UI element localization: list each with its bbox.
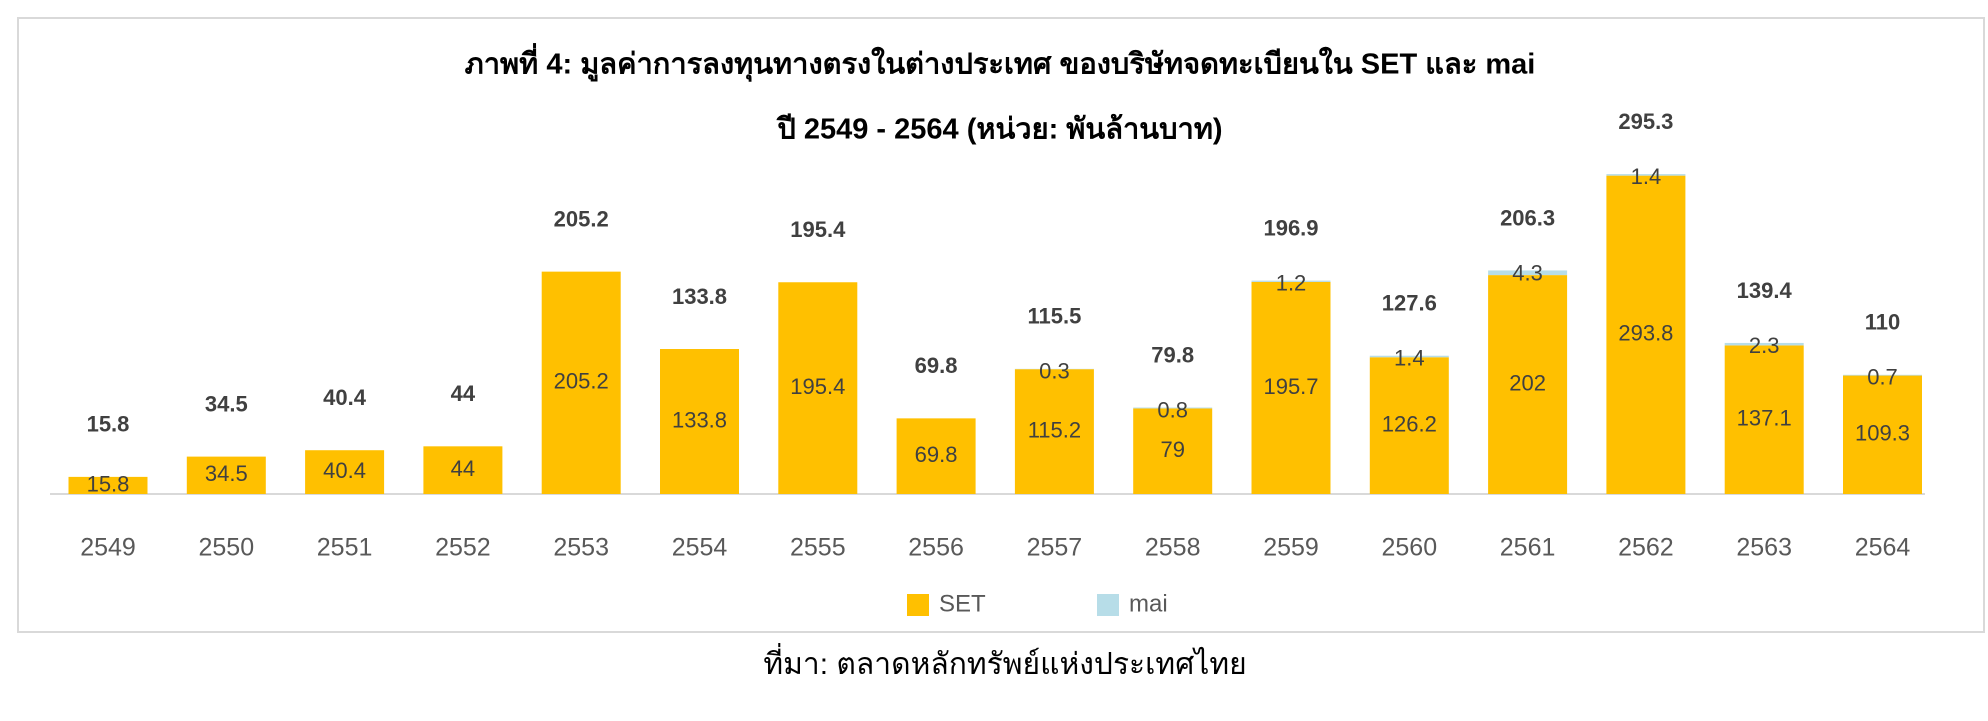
- data-label: 44: [451, 456, 475, 481]
- bar-segment: [1014, 369, 1094, 494]
- data-label: 79: [1160, 437, 1184, 462]
- legend-label: mai: [1129, 590, 1168, 617]
- bar-segment: [1724, 345, 1804, 494]
- chart-title: ภาพที่ 4: มูลค่าการลงทุนทางตรงในต่างประเ…: [465, 43, 1536, 82]
- total-label: 115.5: [1027, 304, 1081, 329]
- total-label: 40.4: [323, 385, 367, 410]
- bar-segment: [1251, 281, 1331, 494]
- x-tick-label: 2561: [1500, 534, 1556, 562]
- x-tick-label: 2549: [80, 534, 136, 562]
- data-label: 109.3: [1855, 421, 1910, 446]
- total-label: 196.9: [1263, 215, 1318, 240]
- x-tick-label: 2551: [317, 534, 373, 562]
- data-label: 202: [1509, 370, 1546, 395]
- bar-segment: [305, 450, 385, 494]
- data-label: 4.3: [1512, 260, 1543, 285]
- total-label: 127.6: [1382, 291, 1437, 316]
- legend-label: SET: [939, 590, 986, 617]
- data-label: 0.7: [1867, 365, 1898, 390]
- x-tick-label: 2563: [1736, 534, 1792, 562]
- data-label: 195.7: [1263, 374, 1318, 399]
- bar-segment: [1369, 357, 1449, 494]
- bar-segment: [1133, 408, 1213, 494]
- data-label: 126.2: [1382, 411, 1437, 436]
- total-label: 195.4: [790, 217, 846, 242]
- data-label: 2.3: [1749, 333, 1780, 358]
- total-label: 295.3: [1618, 109, 1673, 134]
- legend-swatch: [1097, 594, 1119, 616]
- x-tick-label: 2557: [1027, 534, 1083, 562]
- x-tick-label: 2560: [1381, 534, 1437, 562]
- x-tick-label: 2564: [1855, 534, 1911, 562]
- data-label: 40.4: [323, 458, 366, 483]
- bar-segment: [1724, 342, 1804, 346]
- bar-segment: [1251, 280, 1331, 282]
- total-label: 133.8: [672, 284, 727, 309]
- total-label: 139.4: [1737, 278, 1793, 303]
- total-label: 205.2: [554, 206, 609, 231]
- data-label: 0.3: [1039, 359, 1070, 384]
- bar-segment: [1606, 174, 1686, 176]
- data-label: 137.1: [1737, 406, 1792, 431]
- x-tick-label: 2559: [1263, 534, 1319, 562]
- data-label: 15.8: [87, 471, 130, 496]
- data-label: 0.8: [1157, 397, 1188, 422]
- x-tick-label: 2556: [908, 534, 964, 562]
- bar-segment: [68, 476, 148, 494]
- chart-subtitle: ปี 2549 - 2564 (หน่วย: พันล้านบาท): [776, 114, 1223, 146]
- data-label: 293.8: [1618, 321, 1673, 346]
- bar-segment: [778, 282, 858, 494]
- x-tick-label: 2553: [553, 534, 609, 562]
- bar-segment: [423, 446, 503, 494]
- data-label: 1.2: [1276, 270, 1307, 295]
- bar-segment: [1369, 355, 1449, 358]
- x-tick-label: 2558: [1145, 534, 1201, 562]
- x-tick-label: 2562: [1618, 534, 1674, 562]
- bar-segment: [186, 456, 266, 494]
- data-label: 34.5: [205, 461, 248, 486]
- bar-segment: [1133, 407, 1213, 409]
- bar-segment: [660, 349, 739, 494]
- bar-segment: [1606, 175, 1686, 494]
- chart-frame: [17, 17, 1985, 633]
- data-label: 115.2: [1028, 417, 1081, 442]
- x-tick-label: 2552: [435, 534, 491, 562]
- total-label: 79.8: [1151, 342, 1194, 367]
- bar-segment: [1488, 270, 1568, 276]
- data-label: 133.8: [672, 407, 727, 432]
- x-tick-label: 2550: [198, 534, 254, 562]
- bar-segment: [1843, 374, 1922, 376]
- source: ที่มา: ตลาดหลักทรัพย์แห่งประเทศไทย: [763, 643, 1246, 681]
- bar-segment: [1843, 375, 1922, 494]
- x-tick-label: 2555: [790, 534, 846, 562]
- total-label: 110: [1865, 310, 1901, 335]
- total-label: 206.3: [1500, 205, 1555, 230]
- x-tick-label: 2554: [672, 534, 728, 562]
- total-label: 69.8: [915, 353, 958, 378]
- data-label: 195.4: [790, 374, 845, 399]
- data-label: 205.2: [554, 369, 609, 394]
- legend-swatch: [907, 594, 929, 616]
- bar-segment: [896, 418, 976, 494]
- total-label: 15.8: [87, 412, 130, 437]
- bar-segment: [1488, 275, 1568, 494]
- total-label: 44: [451, 381, 476, 406]
- data-label: 1.4: [1631, 164, 1662, 189]
- data-label: 1.4: [1394, 346, 1425, 371]
- bar-segment: [541, 271, 621, 494]
- total-label: 34.5: [205, 391, 248, 416]
- data-label: 69.8: [915, 442, 958, 467]
